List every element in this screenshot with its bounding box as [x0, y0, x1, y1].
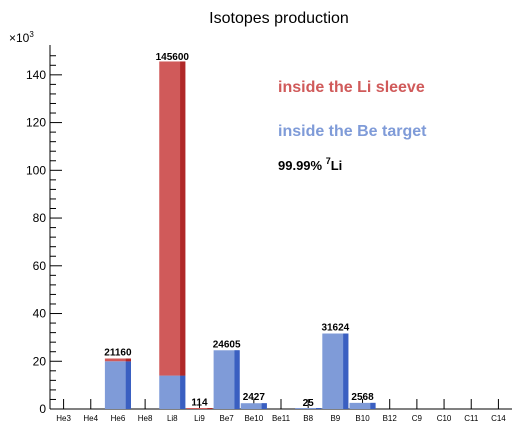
x-tick-label-li8: Li8: [167, 414, 178, 423]
legend-li-sleeve: inside the Li sleeve: [278, 79, 425, 96]
data-label-he6: 21160: [104, 347, 132, 358]
x-tick-label-c9: C9: [412, 414, 423, 423]
x-tick-label-b9: B9: [330, 414, 340, 423]
bar-be-b9-shade: [343, 333, 349, 409]
data-label-li9: 114: [191, 398, 208, 409]
data-label-b9: 31624: [321, 323, 349, 334]
bar-be-b8-body: [295, 408, 322, 409]
bar-be-b10-shade: [370, 402, 376, 409]
y-tick-label: 60: [33, 259, 47, 273]
chart-title: Isotopes production: [209, 10, 349, 27]
x-tick-label-he3: He3: [56, 414, 71, 423]
x-tick-label-b10: B10: [355, 414, 370, 423]
x-tick-label-c10: C10: [437, 414, 452, 423]
x-tick-label-b8: B8: [303, 414, 313, 423]
x-tick-label-he6: He6: [111, 414, 126, 423]
li7-superscript: 7: [326, 156, 331, 166]
y-axis-multiplier: ×103: [9, 30, 34, 45]
bar-be-b8-shade: [316, 408, 322, 409]
data-label-be7: 24605: [213, 339, 241, 350]
bar-be-b8: [295, 408, 322, 409]
bar-be-be10-body: [240, 403, 267, 409]
bar-be-be7: [213, 350, 240, 409]
data-label-b8: 25: [303, 398, 315, 409]
y-tick-label: 40: [33, 307, 47, 321]
bar-be-li8: [159, 375, 186, 409]
bar-be-b10: [349, 402, 376, 409]
li7-element: Li: [331, 158, 343, 173]
x-tick-label-be10: Be10: [244, 414, 263, 423]
data-label-li8: 145600: [156, 52, 190, 63]
bar-be-be10-shade: [261, 403, 267, 409]
y-tick-label: 0: [39, 402, 46, 416]
li7-purity-note: 99.99% 7Li: [278, 156, 342, 173]
bar-be-be10: [240, 403, 267, 409]
x-tick-label-he4: He4: [83, 414, 98, 423]
y-tick-label: 140: [26, 68, 46, 82]
bar-be-b10-body: [349, 402, 376, 409]
data-labels: 21160 145600 114 24605 2427 25 31624 2568: [104, 52, 374, 409]
li7-purity-value: 99.99%: [278, 158, 326, 173]
bars: [104, 61, 376, 409]
bar-be-he6: [104, 361, 131, 409]
y-tick-label: 100: [26, 163, 46, 177]
bar-li-he6-body: [104, 358, 131, 362]
y-tick-label: 80: [33, 211, 47, 225]
axes: 0 20 40 60 80 100 120 140 He3 He4 He6 He8 Li8 Li9 Be7 B…: [26, 45, 512, 423]
x-tick-label-c11: C11: [464, 414, 479, 423]
x-tick-label-li9: Li9: [194, 414, 205, 423]
bar-li-li8: [159, 61, 186, 376]
y-tick-label: 120: [26, 116, 46, 130]
bar-be-li8-shade: [180, 375, 186, 409]
bar-be-be7-shade: [234, 350, 240, 409]
x-tick-label-b12: B12: [383, 414, 398, 423]
x-tick-label-be11: Be11: [272, 414, 291, 423]
bar-be-b9: [322, 333, 349, 409]
legend-be-target: inside the Be target: [278, 123, 427, 140]
data-label-be10: 2427: [243, 392, 266, 403]
bar-li-li9-body: [186, 408, 213, 409]
y-axis-multiplier-base: ×10: [9, 31, 30, 45]
y-axis-multiplier-exponent: 3: [29, 30, 34, 39]
bar-li-li8-shade: [180, 61, 186, 376]
bar-li-li9: [186, 408, 213, 409]
x-tick-label-be7: Be7: [220, 414, 235, 423]
x-tick-label-he8: He8: [138, 414, 153, 423]
bar-li-he6: [104, 358, 131, 362]
bar-li-he6-shade: [125, 358, 131, 362]
x-tick-label-c14: C14: [491, 414, 506, 423]
bar-be-he6-shade: [125, 361, 131, 409]
bar-li-li9-shade: [207, 408, 213, 409]
data-label-b10: 2568: [351, 392, 374, 403]
y-tick-label: 20: [33, 354, 47, 368]
